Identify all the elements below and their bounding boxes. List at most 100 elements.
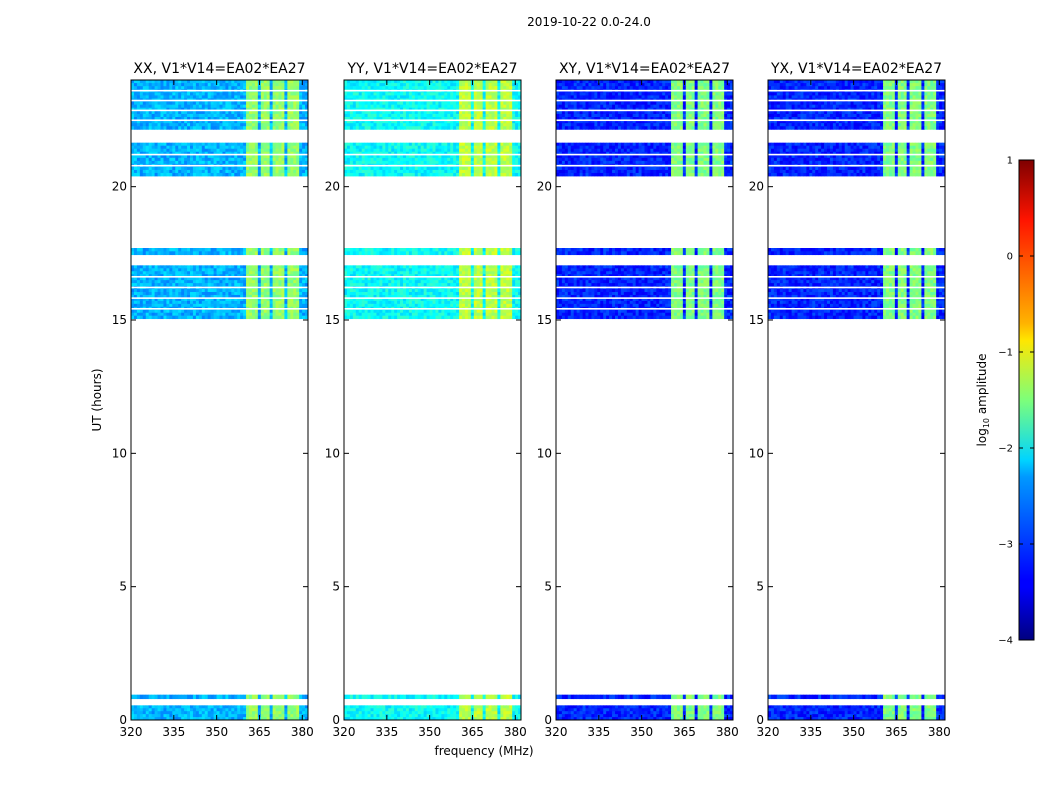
heatmap-cell [207,104,212,109]
heatmap-cell [195,711,200,715]
heatmap-cell [172,694,176,700]
heatmap-cell [251,95,256,99]
heatmap-cell [349,265,354,269]
heatmap-cell [243,280,247,284]
heatmap-cell [169,145,173,150]
heatmap-cell [456,297,460,302]
heatmap-cell [494,271,498,275]
heatmap-cell [272,166,276,171]
heatmap-cell [435,315,439,320]
heatmap-cell [142,95,147,99]
heatmap-cell [151,142,155,147]
heatmap-cell [257,151,262,156]
heatmap-cell [287,309,291,314]
heatmap-cell [491,300,495,305]
heatmap-cell [166,148,170,153]
heatmap-cell [234,92,238,96]
heatmap-cell [222,92,226,96]
heatmap-cell [476,248,481,252]
heatmap-cell [293,148,297,153]
heatmap-cell [414,145,419,150]
heatmap-cell [293,717,297,721]
heatmap-cell [154,283,158,287]
heatmap-cell [403,708,407,712]
heatmap-cell [195,280,200,284]
heatmap-cell [269,271,273,275]
heatmap-cell [216,142,220,147]
heatmap-cell [204,151,209,156]
heatmap-cell [133,309,138,314]
heatmap-cell [296,283,300,287]
heatmap-cell [441,300,445,305]
heatmap-cell [355,312,360,317]
heatmap-cell [198,297,203,302]
heatmap-cell [249,717,253,721]
heatmap-cell [464,303,469,308]
heatmap-cell [429,303,433,308]
heatmap-cell [432,277,436,281]
heatmap-cell [441,315,445,320]
heatmap-cell [391,142,395,147]
heatmap-cell [464,265,469,269]
heatmap-cell [151,274,155,278]
heatmap-cell [518,309,522,314]
heatmap-cell [237,169,241,174]
heatmap-cell [414,303,419,308]
heatmap-cell [367,251,371,256]
heatmap-cell [225,95,229,99]
heatmap-cell [281,80,285,84]
heatmap-cell [497,274,501,278]
heatmap-cell [352,274,357,278]
heatmap-cell [364,251,368,256]
heatmap-cell [450,280,454,284]
heatmap-cell [352,151,357,156]
heatmap-cell [133,292,138,296]
heatmap-cell [263,711,268,715]
heatmap-cell [257,107,262,112]
heatmap-cell [195,274,200,278]
heatmap-cell [243,283,247,287]
heatmap-cell [187,251,191,256]
heatmap-cell [219,86,223,90]
heatmap-cell [228,80,232,84]
heatmap-cell [305,95,309,99]
heatmap-cell [464,300,469,305]
heatmap-cell [364,283,368,287]
heatmap-cell [382,294,386,299]
heatmap-cell [293,157,297,162]
heatmap-cell [181,104,185,109]
heatmap-cell [269,274,273,278]
heatmap-cell [210,315,214,320]
heatmap-cell [349,280,354,284]
heatmap-cell [464,277,469,281]
heatmap-cell [190,300,194,305]
heatmap-cell [187,292,191,296]
heatmap-cell [263,169,268,174]
heatmap-cell [172,110,176,115]
heatmap-cell [453,717,457,721]
heatmap-cell [447,145,451,150]
heatmap-cell [210,303,214,308]
heatmap-cell [358,151,363,156]
heatmap-cell [201,265,206,269]
heatmap-cell [278,117,282,121]
heatmap-cell [169,268,173,272]
heatmap-cell [240,265,244,269]
heatmap-cell [503,277,507,281]
heatmap-cell [364,717,368,721]
heatmap-cell [305,297,309,302]
heatmap-cell [133,117,138,121]
heatmap-cell [263,271,268,275]
heatmap-cell [257,294,262,299]
heatmap-cell [133,705,138,709]
heatmap-cell [426,277,430,281]
heatmap-cell [166,83,170,87]
heatmap-cell [518,711,522,715]
heatmap-cell [464,280,469,284]
heatmap-cell [293,86,297,90]
heatmap-cell [358,294,363,299]
heatmap-cell [192,268,197,272]
heatmap-cell [299,714,303,718]
heatmap-cell [426,708,430,712]
heatmap-cell [237,711,241,715]
